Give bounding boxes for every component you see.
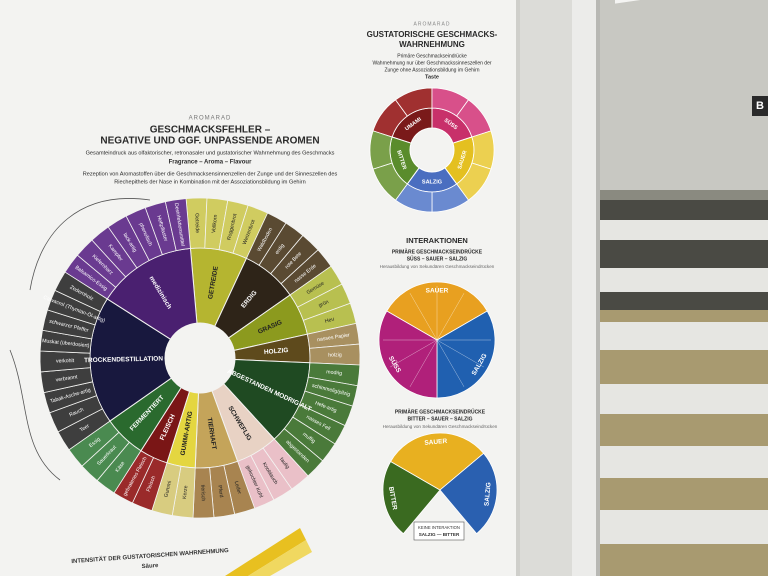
crowd (600, 200, 768, 310)
pole (572, 0, 600, 576)
wheel-category-label: HOLZIG (264, 347, 289, 356)
bitter-label: SALZIG (484, 482, 493, 506)
connector (9, 349, 61, 481)
left-header: AROMARAD GESCHMACKSFEHLER – NEGATIVE UND… (83, 116, 338, 186)
wheel-item-label: Rauch (69, 407, 85, 419)
wheel-item-label: verbrannt (55, 374, 78, 383)
wheel-item-label: holzig (328, 352, 342, 358)
taste-outer (369, 130, 393, 170)
wheel-item-label: Pferd (216, 485, 224, 498)
connector (29, 198, 151, 291)
title: NEGATIVE UND GGF. UNPASSENDE AROMEN (100, 136, 319, 147)
wheel-item-label: Käse (115, 460, 127, 473)
wheel-item-label: Heu (324, 316, 335, 324)
subtitle: BITTER – SAUER – SALZIG (407, 416, 472, 422)
description: Wahrnehmung nur über Geschmackssinneszel… (372, 60, 491, 66)
description: Primäre Geschmackseindrücke (397, 53, 467, 59)
blind-slat (600, 322, 768, 350)
wheel-category-label: TROCKENDESTILLATION (84, 356, 163, 365)
kicker: AROMARAD (189, 116, 232, 122)
blind-slat (600, 268, 768, 292)
bitter-label: SAUER (424, 438, 448, 447)
wheel-item-label: erdig (274, 243, 286, 256)
title: GUSTATORISCHE GESCHMACKS- (367, 30, 498, 39)
title: INTERAKTIONEN (406, 236, 468, 245)
taste-header: AROMARAD GUSTATORISCHE GESCHMACKS- WAHRN… (367, 21, 498, 80)
intensity-bar (248, 540, 312, 576)
note: Herausbildung von Sekundären Geschmackse… (383, 424, 498, 429)
taste-label: BITTER (395, 150, 407, 171)
wheel-item-label: verkohlt (56, 358, 75, 364)
emphasis: Fragrance – Aroma – Flavour (169, 160, 252, 166)
blind-slat (600, 510, 768, 544)
wheel-item-label: Muskat (überdosiert) (42, 338, 90, 349)
wheel-item-label: Vollkorn (211, 214, 219, 233)
interaction-ray (436, 339, 484, 368)
taste-label: SALZIG (422, 179, 442, 185)
interaction-label: SAUER (426, 288, 449, 295)
wheel-item-label: Leder (233, 480, 243, 495)
wheel-item-label: Getreide (193, 213, 199, 233)
kicker: AROMARAD (414, 21, 451, 27)
wheel-item-label: modrig (326, 369, 343, 377)
bitter-segment (439, 452, 498, 535)
description: Rezeption von Aromastoffen über die Gesc… (83, 171, 338, 177)
wheel-category-label: TIERHAFT (206, 417, 218, 450)
interaction-ray (390, 339, 438, 368)
bitter-header: PRIMÄRE GESCHMACKSEINDRÜCKE BITTER – SAU… (383, 408, 498, 429)
subtitle: PRIMÄRE GESCHMACKSEINDRÜCKE (392, 248, 483, 255)
emphasis: Taste (425, 74, 439, 80)
wheel-item-label: tierisch (199, 485, 205, 502)
aroma-wheel (39, 197, 361, 519)
blind-slat (600, 220, 768, 240)
pole-edge (596, 0, 600, 576)
intensity-bar (225, 528, 306, 576)
intensity-label: Säure (142, 563, 160, 570)
title: GESCHMACKSFEHLER – (150, 125, 271, 136)
bitter-label: BITTER (387, 486, 398, 511)
taste-outer (471, 130, 495, 170)
note: Herausbildung von Sekundären Geschmackse… (380, 264, 495, 269)
wheel-item-label: grün (318, 299, 330, 309)
interaction-ray (409, 293, 438, 341)
booth-sign: B (756, 100, 764, 112)
wheel-item-label: Kerze (182, 485, 189, 499)
interaction-ray (436, 339, 465, 387)
title: WAHRNEHMUNG (399, 40, 465, 49)
wheel-item-label: nasses Papier (317, 332, 351, 343)
wheel-item-label: Fleisch (146, 475, 158, 493)
booth-sign-bg (752, 96, 768, 116)
interactions-header: INTERAKTIONEN PRIMÄRE GESCHMACKSEINDRÜCK… (380, 236, 495, 269)
blind-slat (600, 384, 768, 414)
subtitle: PRIMÄRE GESCHMACKSEINDRÜCKE (395, 408, 486, 415)
subtitle: SÜSS – SAUER – SALZIG (407, 255, 468, 262)
wheel-item (164, 198, 191, 252)
interaction-ray (409, 339, 438, 387)
description: Riechepithels der Nase in Kombination mi… (114, 179, 306, 185)
badge: KEINE INTERAKTION SALZIG — BITTER (413, 521, 465, 541)
interaction-ray (436, 293, 465, 341)
badge-text: SALZIG — BITTER (419, 532, 460, 537)
description: Zunge ohne Assoziationsbildung im Gehirn (384, 67, 479, 73)
poster-edge (516, 0, 520, 576)
taste-label: SAUER (457, 150, 469, 170)
wall (520, 0, 572, 576)
blind-slat (600, 446, 768, 478)
wheel-item-label: Gummi (163, 480, 173, 498)
wheel-hole (165, 323, 235, 393)
description: Gesamteindruck aus olfaktorischer, retro… (86, 150, 335, 156)
wheel-item-label: Teer (79, 423, 91, 434)
hall-ceiling (600, 0, 768, 190)
badge-box (413, 521, 465, 541)
badge-text: KEINE INTERAKTION (418, 525, 460, 530)
